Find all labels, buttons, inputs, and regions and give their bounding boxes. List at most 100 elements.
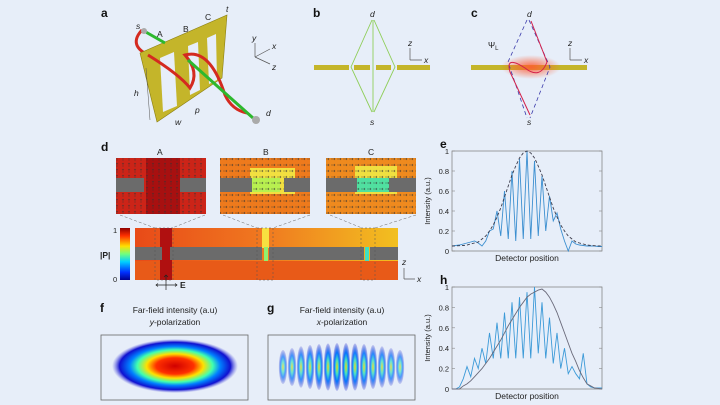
- axis-z-label: z: [271, 62, 277, 72]
- dashed-paths: [507, 19, 551, 119]
- y-tick-label: 0.6: [439, 187, 449, 196]
- colorbar-max: 1: [113, 226, 117, 235]
- green-path: [187, 58, 254, 120]
- label-s: s: [527, 117, 532, 127]
- y-tick-label: 0.4: [439, 344, 449, 353]
- f-title: Far-field intensity (a.u): [133, 305, 218, 315]
- label-A: A: [157, 29, 163, 39]
- axis-y-label: y: [251, 33, 257, 43]
- inset-B: B: [220, 147, 310, 214]
- g-subtitle: x-polarization: [316, 317, 368, 327]
- axis-z-label: z: [401, 257, 407, 267]
- fringe: [332, 343, 342, 391]
- green-path-start: [143, 29, 166, 45]
- axes-icon-a: [254, 43, 271, 65]
- chart-e: e 0 0.2 0.4 0.6 0.8 1 Detector position Intensit…: [423, 137, 603, 263]
- series-line-dashed: [451, 150, 603, 247]
- fringe: [359, 344, 369, 390]
- y-tick-label: 0.8: [439, 167, 449, 176]
- fringe: [395, 349, 405, 385]
- plot-frame: [451, 286, 603, 390]
- grating-b: [314, 65, 430, 70]
- y-axis-label: Intensity (a.u.): [423, 177, 432, 225]
- label-B: B: [183, 24, 189, 34]
- fringe: [287, 347, 297, 387]
- y-tick-label: 0: [445, 247, 449, 256]
- axis-x-label: x: [423, 55, 429, 65]
- slit-A: [160, 52, 177, 112]
- axis-x-label: x: [583, 55, 589, 65]
- axis-z-label: z: [567, 38, 573, 48]
- field-arrow-icon: [155, 274, 178, 290]
- fringe: [305, 345, 315, 389]
- panel-label-e: e: [440, 137, 447, 151]
- inset-C: C: [326, 147, 416, 214]
- h-dimension: [145, 67, 151, 121]
- axis-x-label: x: [271, 41, 277, 51]
- panel-label-a: a: [101, 6, 108, 20]
- far-field-x-pattern: [278, 343, 405, 391]
- axes-icon-b: [409, 48, 422, 61]
- wavefunction-glow: [501, 55, 561, 79]
- source-point: [141, 28, 147, 34]
- label-p: p: [194, 105, 200, 115]
- y-tick-label: 0.6: [439, 324, 449, 333]
- y-tick-label: 1: [445, 147, 449, 156]
- label-d: d: [527, 9, 532, 19]
- panel-label-b: b: [313, 6, 320, 20]
- label-t: t: [226, 4, 229, 14]
- fringe: [350, 343, 360, 391]
- panel-f: f Far-field intensity (a.u) y-polarizati…: [100, 301, 249, 401]
- label-d: d: [266, 108, 271, 118]
- y-tick-label: 0.8: [439, 303, 449, 312]
- axes-icon-d: [403, 268, 415, 280]
- zoom-lines: [119, 214, 417, 229]
- inset-A: A: [116, 147, 206, 214]
- inset-B-label: B: [263, 147, 269, 157]
- panel-label-f: f: [100, 301, 105, 315]
- panel-b: b d s z x: [313, 6, 430, 127]
- fringe: [314, 344, 324, 390]
- red-path: [147, 52, 248, 115]
- panel-d: d A B C: [100, 140, 422, 290]
- f-subtitle: y-polarization: [149, 317, 201, 327]
- panel-g: g Far-field intensity (a.u) x-polarizati…: [267, 301, 416, 401]
- plot-frame: [451, 150, 603, 252]
- panel-label-h: h: [440, 273, 447, 287]
- polarization-map: [135, 227, 398, 281]
- axis-x-label: x: [416, 274, 422, 284]
- series-line-solid: [451, 150, 602, 253]
- label-psi: ΨL: [488, 40, 499, 52]
- slit-paths: [350, 19, 396, 113]
- g-title: Far-field intensity (a.u): [300, 305, 385, 315]
- series-line-gray: [452, 288, 603, 390]
- field-label: E: [180, 280, 186, 290]
- colorbar: [120, 228, 130, 280]
- detector-point: [252, 116, 260, 124]
- far-field-y-pattern: [112, 339, 238, 393]
- y-tick-label: 0.4: [439, 207, 449, 216]
- x-axis-label: Detector position: [495, 391, 559, 401]
- label-C: C: [205, 12, 211, 22]
- panel-label-c: c: [471, 6, 478, 20]
- fringe: [368, 345, 378, 389]
- label-w: w: [175, 117, 182, 127]
- inset-C-label: C: [368, 147, 374, 157]
- label-d: d: [370, 9, 375, 19]
- panel-label-d: d: [101, 140, 108, 154]
- label-h: h: [134, 88, 139, 98]
- y-tick-label: 0.2: [439, 227, 449, 236]
- fringe: [323, 343, 333, 391]
- fringe: [341, 343, 351, 391]
- chart-h: h 0 0.2 0.4 0.6 0.8 1 Detector position Intensit…: [423, 273, 603, 401]
- axes-icon-c: [569, 48, 582, 61]
- label-s: s: [136, 21, 141, 31]
- fringe: [296, 346, 306, 388]
- x-axis-label: Detector position: [495, 253, 559, 263]
- panel-c: c d s ΨL z x: [471, 6, 589, 127]
- colorbar-label: |P|: [100, 250, 110, 260]
- y-tick-label: 0.2: [439, 365, 449, 374]
- y-tick-label: 0: [445, 385, 449, 394]
- panel-a: a s A B C t h w p d y x z: [101, 4, 277, 127]
